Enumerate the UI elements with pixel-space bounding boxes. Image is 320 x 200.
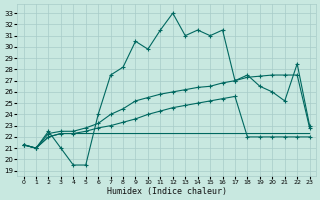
X-axis label: Humidex (Indice chaleur): Humidex (Indice chaleur) (107, 187, 227, 196)
